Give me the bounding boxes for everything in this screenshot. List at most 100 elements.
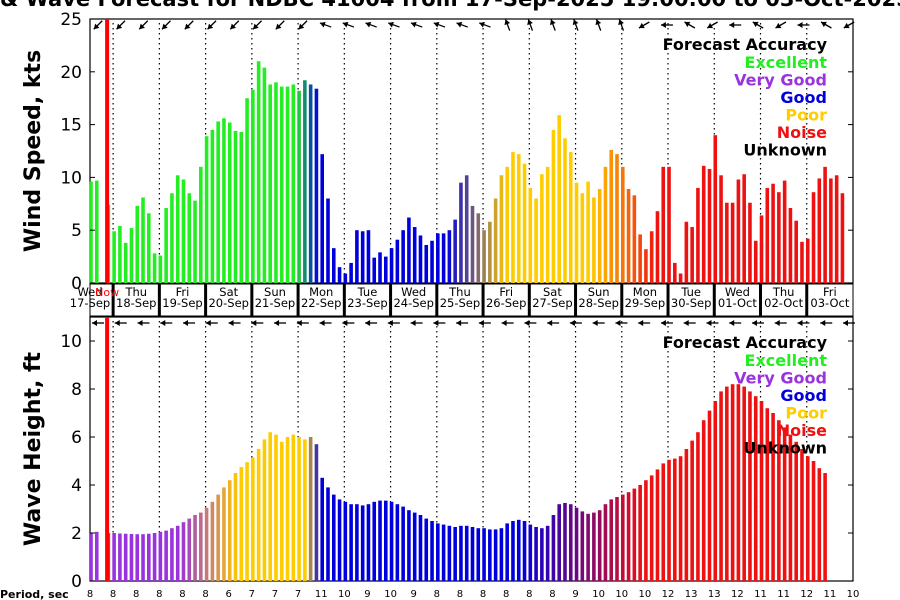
day-date: 27-Sep	[532, 296, 572, 310]
wind-bar	[470, 205, 475, 283]
wave-bar	[777, 420, 781, 581]
wave-bar	[673, 458, 677, 581]
wind-direction-arrow	[365, 21, 377, 28]
wave-ytick-label: 10	[60, 332, 82, 352]
period-value: 11	[777, 589, 790, 600]
wave-bar	[476, 528, 481, 581]
day-labels: Wed17-SepThu18-SepFri19-SepSat20-SepSun2…	[70, 283, 854, 317]
wind-bar	[135, 205, 140, 283]
day-name: Wed	[401, 285, 426, 299]
wave-bar	[129, 533, 134, 581]
day-date: 17-Sep	[70, 296, 110, 310]
wind-bar	[245, 98, 249, 283]
wind-bar	[326, 198, 330, 283]
wave-direction-arrow	[524, 320, 537, 326]
wave-bar	[89, 533, 93, 581]
wave-ytick-label: 2	[71, 524, 82, 544]
wind-direction-arrow	[138, 20, 149, 30]
wave-bar	[725, 386, 729, 581]
wave-bar	[620, 494, 625, 581]
wave-bar	[297, 437, 301, 581]
wind-bar	[482, 230, 486, 283]
wave-bar	[713, 401, 718, 581]
wind-direction-arrow	[342, 21, 355, 28]
wave-bar	[430, 521, 434, 581]
wave-bar	[615, 497, 619, 581]
wave-bar	[349, 504, 353, 581]
day-date: 21-Sep	[255, 296, 295, 310]
wind-direction-arrow	[797, 22, 810, 28]
wind-bar	[303, 80, 307, 283]
wave-direction-arrow	[729, 320, 742, 326]
wind-bar	[372, 257, 377, 283]
day-date: 26-Sep	[486, 296, 526, 310]
wind-bar	[412, 227, 417, 283]
wind-bar	[395, 239, 400, 283]
wave-bar	[482, 528, 486, 581]
period-value: 10	[338, 589, 351, 600]
day-name: Tue	[680, 285, 701, 299]
wind-bar	[141, 197, 145, 283]
period-value: 10	[592, 589, 605, 600]
period-value: 13	[685, 589, 698, 600]
wave-bar	[597, 510, 602, 581]
wind-bar	[430, 240, 434, 283]
wave-bar	[459, 525, 463, 581]
wave-direction-arrow	[774, 320, 787, 326]
day-name: Thu	[772, 285, 795, 299]
period-value: 6	[226, 589, 232, 600]
wave-bar	[412, 512, 417, 581]
wind-bar	[829, 178, 833, 283]
period-value: 9	[411, 589, 417, 600]
wind-bar	[464, 175, 469, 283]
day-date: 01-Oct	[718, 296, 757, 310]
period-value: 9	[572, 589, 578, 600]
period-value: 8	[133, 589, 139, 600]
wave-bar	[516, 519, 521, 581]
wave-bar	[210, 501, 215, 581]
legend-entry: Good	[780, 386, 827, 405]
wind-bar	[626, 189, 631, 283]
wind-direction-arrow	[479, 21, 491, 28]
day-name: Mon	[633, 285, 657, 299]
wind-direction-arrow	[229, 20, 240, 30]
wind-bar	[123, 242, 128, 283]
wind-bar	[777, 192, 781, 283]
wave-bar	[418, 515, 423, 581]
day-name: Mon	[309, 285, 333, 299]
wave-bar	[730, 384, 735, 581]
wave-bar	[170, 528, 174, 581]
wind-bar	[638, 234, 642, 283]
period-value: 8	[110, 589, 116, 600]
wave-bar	[592, 512, 596, 581]
period-value: 8	[156, 589, 162, 600]
wind-direction-arrow	[298, 20, 308, 30]
wave-bar	[626, 492, 631, 581]
wave-direction-arrow	[569, 320, 582, 326]
period-value: 13	[708, 589, 721, 600]
wind-bar	[152, 253, 157, 283]
wave-direction-arrow	[456, 320, 469, 326]
now-label: Now	[95, 286, 119, 299]
wind-bar	[158, 255, 163, 283]
wind-bar	[834, 175, 839, 283]
day-label-band	[89, 283, 854, 317]
wind-bar	[418, 235, 423, 283]
wave-bar	[372, 501, 377, 581]
wind-bar	[782, 180, 787, 283]
wave-bar	[378, 500, 382, 581]
wind-bar	[297, 90, 301, 283]
wind-bar	[175, 175, 180, 283]
wind-bar	[308, 84, 313, 283]
wind-direction-arrow	[319, 21, 332, 28]
wind-direction-arrow	[387, 21, 400, 28]
wave-direction-arrow	[137, 320, 150, 326]
wind-bar	[661, 166, 666, 283]
wave-bar	[545, 525, 550, 581]
wave-direction-arrow	[228, 320, 241, 326]
wave-direction-arrow	[251, 320, 264, 326]
wave-bar	[580, 511, 585, 581]
page-title: & Wave Forecast for NDBC 41004 from 17-S…	[0, 0, 900, 11]
wave-bar	[407, 510, 411, 581]
wave-bar	[632, 488, 637, 581]
